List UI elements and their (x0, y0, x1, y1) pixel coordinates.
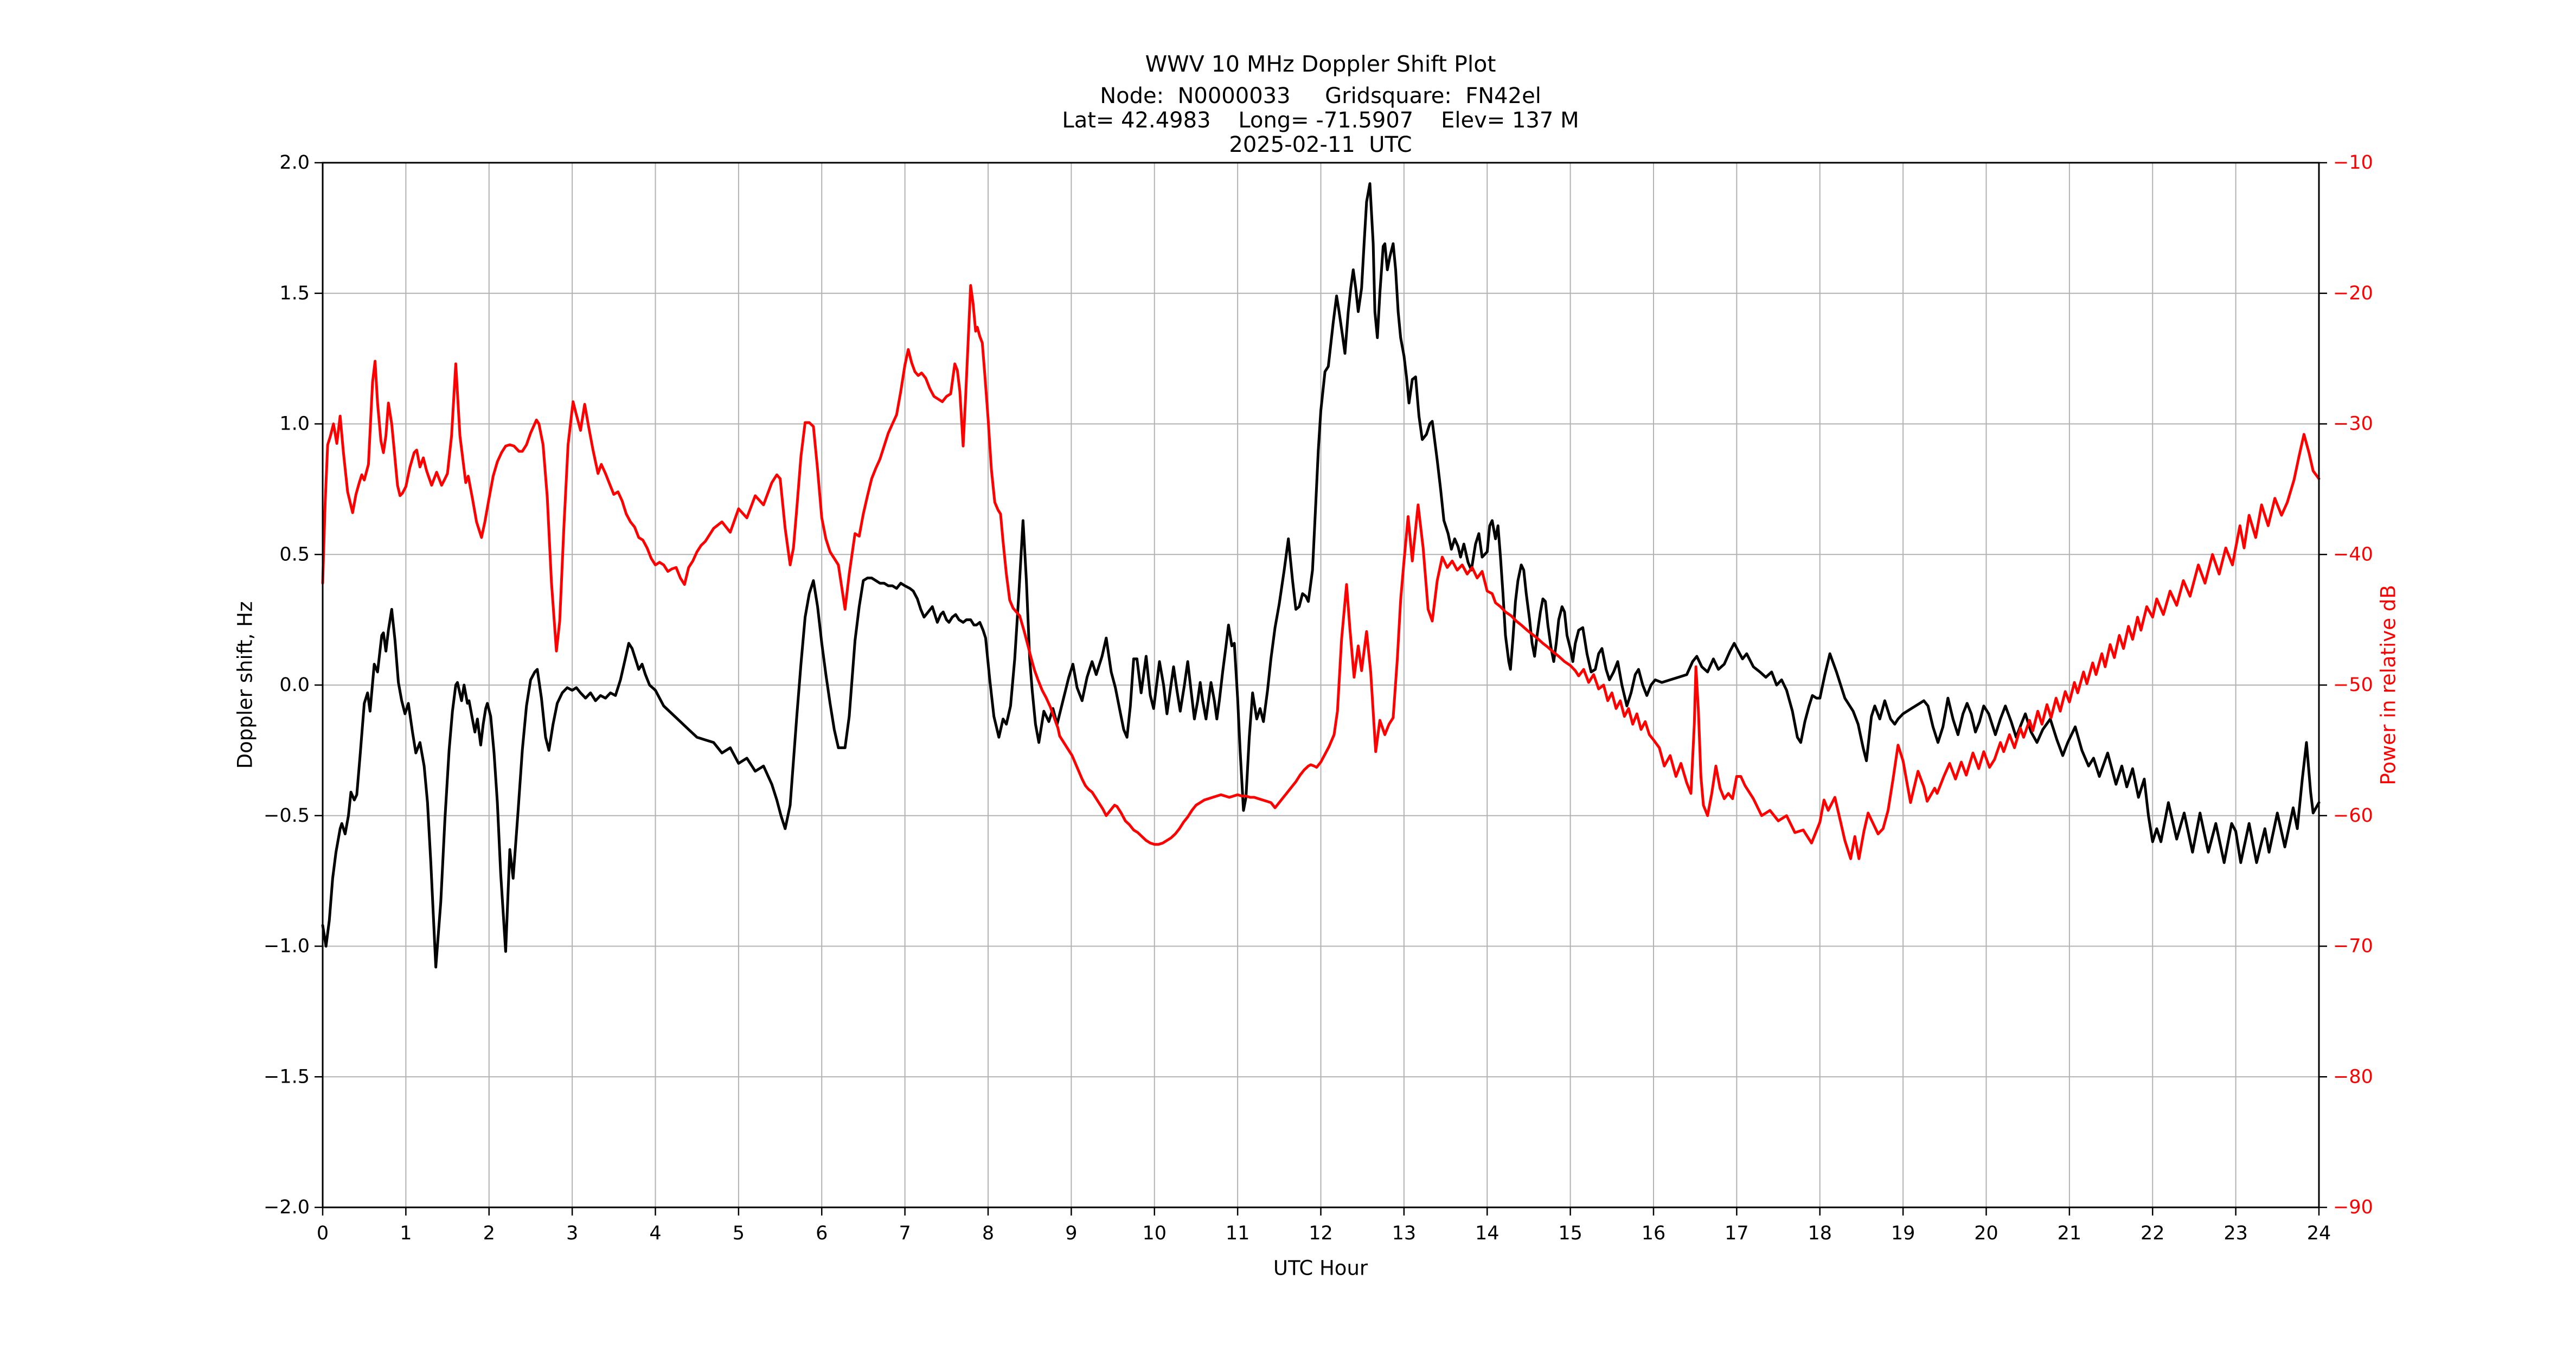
y-right-tick-label: −20 (2333, 283, 2373, 304)
y-left-tick-label: 2.0 (279, 152, 310, 174)
x-tick-label: 0 (317, 1223, 329, 1244)
y-left-tick-label: 1.0 (279, 413, 310, 435)
x-tick-label: 19 (1891, 1223, 1915, 1244)
tick-layer (315, 162, 2327, 1216)
relative-power-line (321, 284, 2321, 860)
y-axis-label-right: Power in relative dB (2377, 585, 2400, 785)
x-tick-label: 24 (2307, 1223, 2331, 1244)
tick-label-layer: 0 1 2 3 4 5 6 7 8 9 10 11 12 13 14 15 16 17 18 19 20 21 22 23 24… (264, 152, 2373, 1244)
y-left-tick-label: −1.0 (264, 936, 310, 957)
x-tick-label: 17 (1725, 1223, 1749, 1244)
x-tick-label: 8 (982, 1223, 994, 1244)
x-tick-label: 13 (1392, 1223, 1417, 1244)
x-tick-label: 2 (483, 1223, 495, 1244)
chart-title-line3: Lat= 42.4983 Long= -71.5907 Elev= 137 M (1062, 108, 1579, 133)
x-tick-label: 11 (1226, 1223, 1250, 1244)
y-right-tick-label: −30 (2333, 413, 2373, 435)
x-tick-label: 14 (1475, 1223, 1500, 1244)
x-tick-label: 12 (1309, 1223, 1333, 1244)
grid-layer (322, 162, 2319, 1208)
x-tick-label: 5 (733, 1223, 745, 1244)
y-left-tick-label: 0.0 (279, 674, 310, 696)
y-right-tick-label: −80 (2333, 1066, 2373, 1088)
x-tick-label: 3 (566, 1223, 578, 1244)
y-right-tick-label: −90 (2333, 1197, 2373, 1218)
y-left-tick-label: 0.5 (279, 543, 310, 565)
y-right-tick-label: −10 (2333, 152, 2373, 174)
chart-title-line1: WWV 10 MHz Doppler Shift Plot (1145, 51, 1496, 77)
x-axis-label: UTC Hour (1273, 1257, 1368, 1280)
x-tick-label: 9 (1065, 1223, 1077, 1244)
series-layer (321, 182, 2321, 969)
y-right-tick-label: −60 (2333, 805, 2373, 827)
x-tick-label: 1 (400, 1223, 412, 1244)
y-right-tick-label: −50 (2333, 674, 2373, 696)
x-tick-label: 16 (1642, 1223, 1666, 1244)
x-tick-label: 21 (2058, 1223, 2082, 1244)
x-tick-label: 7 (899, 1223, 911, 1244)
y-left-tick-label: −2.0 (264, 1197, 310, 1218)
y-right-tick-label: −70 (2333, 936, 2373, 957)
chart-title-line2: Node: N0000033 Gridsquare: FN42el (1100, 84, 1541, 108)
x-tick-label: 4 (649, 1223, 661, 1244)
x-tick-label: 20 (1974, 1223, 1998, 1244)
y-axis-label-left: Doppler shift, Hz (234, 602, 257, 769)
y-left-tick-label: 1.5 (279, 283, 310, 304)
doppler-shift-line (321, 182, 2321, 969)
x-tick-label: 10 (1142, 1223, 1167, 1244)
x-tick-label: 18 (1808, 1223, 1832, 1244)
x-tick-label: 15 (1558, 1223, 1582, 1244)
y-left-tick-label: −0.5 (264, 805, 310, 827)
x-tick-label: 6 (816, 1223, 828, 1244)
x-tick-label: 22 (2141, 1223, 2165, 1244)
chart-title-line4: 2025-02-11 UTC (1229, 132, 1412, 157)
y-right-tick-label: −40 (2333, 543, 2373, 565)
x-tick-label: 23 (2223, 1223, 2248, 1244)
y-left-tick-label: −1.5 (264, 1066, 310, 1088)
